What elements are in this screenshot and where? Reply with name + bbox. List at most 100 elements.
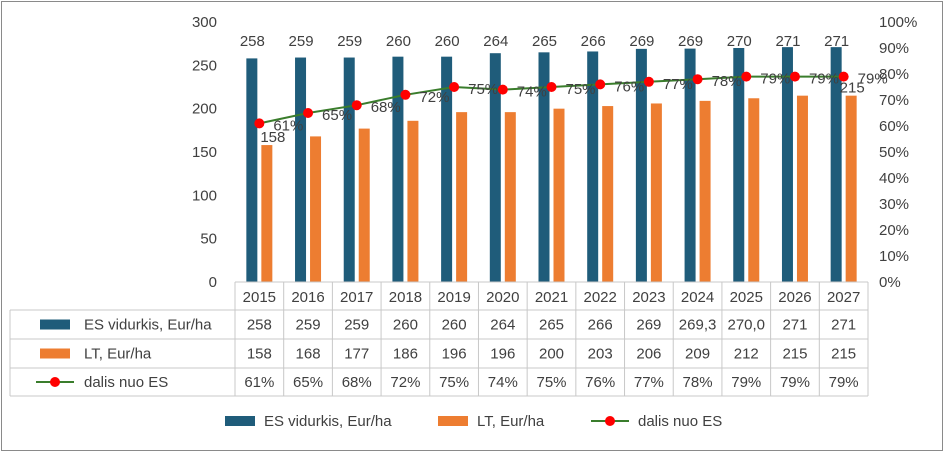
bar-lt-2018 bbox=[407, 120, 419, 282]
label-es-2015: 258 bbox=[240, 33, 265, 50]
data-table: 2015 2016 2017 2018 2019 2020 2021 2022 2023 2024… bbox=[9, 281, 869, 397]
marker-dalis-2022 bbox=[595, 79, 606, 90]
bar-lt-2017 bbox=[358, 128, 370, 282]
y-right-tick-10pct: 10% bbox=[879, 248, 909, 265]
marker-dalis-2019 bbox=[449, 82, 460, 92]
table-cell-2-2017: 68% bbox=[342, 374, 372, 391]
table-cell-2-2016: 65% bbox=[293, 374, 323, 391]
bar-lt-2024 bbox=[699, 100, 711, 282]
bar-lt-2022 bbox=[602, 106, 614, 282]
y-left-tick-250: 250 bbox=[192, 57, 217, 74]
table-cell-1-2021: 200 bbox=[539, 346, 564, 363]
table-cell-0-2020: 264 bbox=[490, 317, 515, 334]
table-cell-0-2018: 260 bbox=[393, 317, 418, 334]
table-row-name-1: LT, Eur/ha bbox=[84, 346, 152, 363]
table-cell-1-2017: 177 bbox=[344, 346, 369, 363]
label-es-2020: 264 bbox=[483, 33, 508, 50]
label-dalis-2027: 79% bbox=[858, 71, 888, 88]
table-cell-0-2019: 260 bbox=[442, 317, 467, 334]
table-cell-2-2022: 76% bbox=[585, 374, 615, 391]
table-row-name-0: ES vidurkis, Eur/ha bbox=[84, 317, 212, 334]
bar-es-2016 bbox=[295, 57, 307, 283]
table-header-2021: 2021 bbox=[535, 289, 568, 306]
label-es-2023: 269 bbox=[629, 33, 654, 50]
bar-es-2027 bbox=[830, 47, 842, 283]
label-es-2019: 260 bbox=[435, 33, 460, 50]
table-header-2017: 2017 bbox=[340, 289, 373, 306]
label-dalis-2026: 79% bbox=[809, 71, 839, 88]
table-cell-0-2021: 265 bbox=[539, 317, 564, 334]
table-cell-2-2021: 75% bbox=[536, 374, 566, 391]
data-labels-layer: 258 259 259 260 260 264 265 266 269 269 270 271 271 1… bbox=[240, 33, 888, 146]
table-header-2023: 2023 bbox=[632, 289, 665, 306]
label-dalis-2023: 77% bbox=[663, 76, 693, 93]
marker-dalis-2018 bbox=[400, 89, 411, 100]
label-dalis-2024: 78% bbox=[712, 73, 742, 90]
label-es-2018: 260 bbox=[386, 33, 411, 50]
bar-lt-2023 bbox=[650, 103, 662, 282]
table-header-2019: 2019 bbox=[437, 289, 470, 306]
table-cell-1-2022: 203 bbox=[588, 346, 613, 363]
table-cell-1-2018: 186 bbox=[393, 346, 418, 363]
legend: ES vidurkis, Eur/ha LT, Eur/ha dalis nuo E… bbox=[225, 413, 722, 430]
table-cell-1-2027: 215 bbox=[831, 346, 856, 363]
y-right-tick-20pct: 20% bbox=[879, 222, 909, 239]
table-key-1 bbox=[40, 348, 70, 359]
bar-lt-2019 bbox=[456, 112, 468, 282]
y-right-tick-100pct: 100% bbox=[879, 14, 917, 31]
label-dalis-2015: 61% bbox=[273, 117, 303, 134]
legend-key-dalis-marker bbox=[605, 416, 615, 426]
bar-es-2018 bbox=[392, 56, 404, 282]
y-right-tick-40pct: 40% bbox=[879, 170, 909, 187]
y-right-tick-50pct: 50% bbox=[879, 144, 909, 161]
bar-es-2024 bbox=[684, 48, 696, 283]
table-header-2024: 2024 bbox=[681, 289, 714, 306]
bar-es-2020 bbox=[489, 53, 501, 283]
table-cell-1-2024: 209 bbox=[685, 346, 710, 363]
label-es-2027: 271 bbox=[824, 33, 849, 50]
label-dalis-2019: 75% bbox=[468, 81, 498, 98]
marker-dalis-2024 bbox=[692, 74, 703, 85]
marker-dalis-2016 bbox=[303, 108, 314, 118]
label-dalis-2022: 76% bbox=[614, 78, 644, 95]
bar-lt-2016 bbox=[310, 136, 322, 282]
label-dalis-2017: 68% bbox=[371, 99, 401, 116]
y-left-tick-300: 300 bbox=[192, 14, 217, 31]
y-left-tick-200: 200 bbox=[192, 101, 217, 118]
table-cell-2-2018: 72% bbox=[390, 374, 420, 391]
legend-label-dalis: dalis nuo ES bbox=[638, 413, 722, 430]
bars-layer bbox=[246, 47, 857, 283]
table-cell-1-2015: 158 bbox=[247, 346, 272, 363]
table-cell-0-2023: 269 bbox=[636, 317, 661, 334]
table-header-2025: 2025 bbox=[730, 289, 763, 306]
table-header-2018: 2018 bbox=[389, 289, 422, 306]
table-cell-1-2020: 196 bbox=[490, 346, 515, 363]
label-es-2024: 269 bbox=[678, 33, 703, 50]
line-layer bbox=[254, 71, 849, 129]
table-cell-1-2025: 212 bbox=[734, 346, 759, 363]
bar-es-2022 bbox=[587, 51, 599, 282]
table-cell-2-2015: 61% bbox=[244, 374, 274, 391]
table-cell-1-2026: 215 bbox=[782, 346, 807, 363]
table-cell-2-2019: 75% bbox=[439, 374, 469, 391]
y-left-tick-0: 0 bbox=[209, 274, 217, 291]
bar-lt-2015 bbox=[261, 145, 273, 282]
table-cell-2-2024: 78% bbox=[683, 374, 713, 391]
legend-label-es: ES vidurkis, Eur/ha bbox=[264, 413, 392, 430]
y-right-tick-90pct: 90% bbox=[879, 40, 909, 57]
table-cell-0-2025: 270,0 bbox=[727, 317, 765, 334]
table-cell-1-2023: 206 bbox=[636, 346, 661, 363]
marker-dalis-2025 bbox=[741, 71, 752, 82]
table-cell-1-2019: 196 bbox=[442, 346, 467, 363]
table-key-0 bbox=[40, 319, 70, 330]
bar-es-2017 bbox=[343, 57, 355, 283]
y-right-tick-70pct: 70% bbox=[879, 92, 909, 109]
table-cell-0-2026: 271 bbox=[782, 317, 807, 334]
bar-es-2026 bbox=[781, 47, 793, 283]
table-cell-2-2023: 77% bbox=[634, 374, 664, 391]
label-dalis-2025: 79% bbox=[760, 71, 790, 88]
bar-lt-2027 bbox=[845, 95, 857, 283]
bar-es-2015 bbox=[246, 58, 258, 283]
marker-dalis-2026 bbox=[789, 71, 800, 82]
table-header-2026: 2026 bbox=[778, 289, 811, 306]
